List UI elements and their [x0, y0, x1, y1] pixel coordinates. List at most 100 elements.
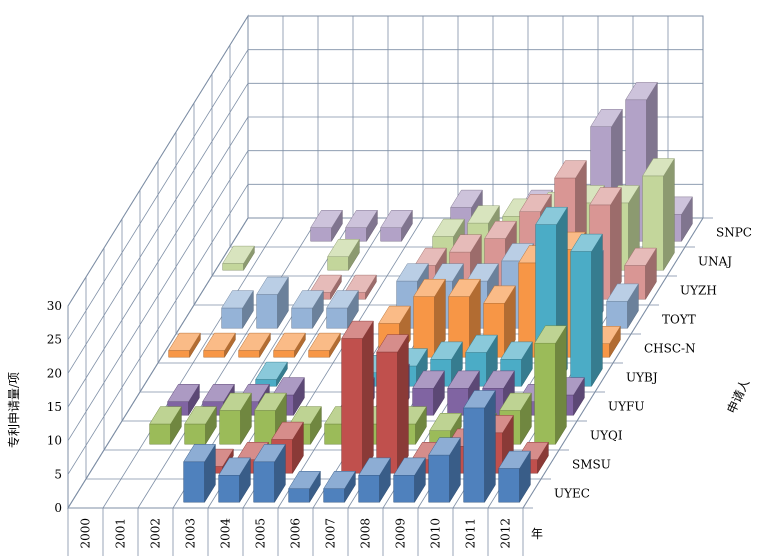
series-label-SNPC: SNPC	[716, 226, 752, 240]
bar-front-face	[168, 350, 190, 358]
bar-UNAJ-2012	[642, 157, 675, 272]
bar-front-face	[149, 423, 171, 445]
bar-top-face	[218, 457, 251, 476]
bar-TOYT-2004	[326, 289, 359, 330]
bar-top-face	[326, 290, 359, 309]
bar-side-face	[591, 233, 603, 388]
bar-top-face	[308, 332, 341, 351]
series-axis-labels: UYEC SMSU UYQI UYFU UYBJ CHSC-N TOYT UYZH UNAJ SN…	[523, 217, 752, 509]
bar-front-face	[326, 307, 348, 329]
bar-top-face	[358, 457, 391, 476]
bar-top-face	[341, 320, 374, 339]
bar-top-face	[167, 384, 200, 402]
bar-top-face	[219, 392, 252, 411]
bar-front-face	[323, 488, 345, 503]
bar-top-face	[288, 471, 321, 489]
bar-front-face	[463, 407, 485, 503]
y-tick-label: 15	[47, 400, 62, 414]
bar-top-face	[271, 421, 304, 440]
x-tick-label: 2000	[79, 518, 93, 549]
bar-UYEC-2010	[428, 436, 461, 504]
bar-front-face	[358, 475, 380, 503]
bar-top-face	[393, 457, 426, 476]
bar-top-face	[396, 263, 429, 282]
series-label-UNAJ: UNAJ	[698, 255, 732, 269]
bar-front-face	[291, 307, 313, 329]
bar-top-face	[183, 444, 216, 463]
bar-UNAJ-2000	[222, 245, 255, 272]
series-label-UYZH: UYZH	[680, 284, 717, 298]
bar-front-face	[606, 301, 628, 329]
bar-front-face	[413, 296, 435, 358]
bar-front-face	[498, 468, 520, 503]
bar-top-face	[238, 332, 271, 351]
bar-UYQI-2001	[149, 405, 182, 446]
bar-top-face	[412, 370, 445, 389]
bar-front-face	[273, 350, 295, 358]
x-tick-label: 2006	[289, 518, 303, 549]
bar-front-face	[327, 256, 349, 271]
y-tick-label: 20	[47, 366, 62, 380]
x-tick-label: 2012	[499, 518, 513, 549]
bar-side-face	[484, 389, 496, 504]
bar-TOYT-2001	[221, 289, 254, 330]
bar-front-face	[308, 350, 330, 358]
bar-top-face	[448, 278, 481, 297]
bar-front-face	[288, 488, 310, 503]
bar-side-face	[397, 333, 409, 475]
bar-top-face	[168, 332, 201, 351]
bar-top-face	[376, 334, 409, 353]
x-tick-label: 2009	[394, 518, 408, 549]
bar-UYEC-2009	[393, 457, 426, 504]
series-label-UYQI: UYQI	[590, 429, 623, 443]
bar-CHSC-N-2002	[238, 332, 271, 359]
bar-top-face	[590, 109, 623, 127]
bar-UYEC-2008	[358, 457, 391, 504]
bar-top-face	[430, 341, 463, 360]
bar-top-face	[256, 276, 289, 295]
bar-top-face	[482, 370, 515, 389]
bar-top-face	[222, 245, 255, 264]
bar-top-face	[184, 406, 217, 425]
bar-top-face	[500, 341, 533, 360]
bar-top-face	[570, 233, 603, 252]
bar-CHSC-N-2007	[413, 278, 446, 359]
bar-CHSC-N-2003	[273, 332, 306, 359]
bar-side-face	[663, 157, 675, 272]
bar-top-face	[345, 210, 378, 228]
bar-SNPC-2004	[380, 209, 413, 243]
bar-TOYT-2002	[256, 276, 289, 330]
bar-UYEC-2007	[323, 470, 356, 504]
bar-top-face	[221, 290, 254, 309]
bar-top-face	[378, 305, 411, 324]
y-axis-title: 专利申请量/项	[6, 372, 21, 448]
bar-top-face	[253, 444, 286, 463]
y-tick-label: 25	[47, 333, 62, 347]
series-label-UYBJ: UYBJ	[626, 371, 658, 385]
bar-top-face	[327, 239, 360, 257]
bar-top-face	[589, 187, 622, 206]
bar-front-face	[570, 251, 592, 387]
bar-front-face	[219, 410, 241, 445]
bar-TOYT-2012	[606, 283, 639, 330]
bar-SMSU-2008	[376, 333, 409, 475]
bar-UNAJ-2003	[327, 238, 360, 272]
bar-UYEC-2003	[183, 443, 216, 504]
x-tick-label: 2003	[184, 518, 198, 549]
series-label-UYEC: UYEC	[554, 487, 590, 501]
bar-CHSC-N-2000	[168, 332, 201, 359]
bar-front-face	[238, 350, 260, 358]
bar-top-face	[499, 392, 532, 411]
bar-front-face	[222, 263, 244, 271]
y-tick-label: 10	[47, 434, 62, 448]
bar-front-face	[256, 294, 278, 329]
bar-top-face	[465, 334, 498, 353]
bar-front-face	[380, 227, 402, 242]
bar-top-face	[413, 278, 446, 297]
x-tick-label: 2011	[464, 518, 478, 549]
bar-top-face	[606, 283, 639, 302]
bar-top-face	[483, 285, 516, 304]
bar-top-face	[203, 332, 236, 351]
bar-front-face	[218, 475, 240, 503]
bar-top-face	[463, 390, 496, 409]
